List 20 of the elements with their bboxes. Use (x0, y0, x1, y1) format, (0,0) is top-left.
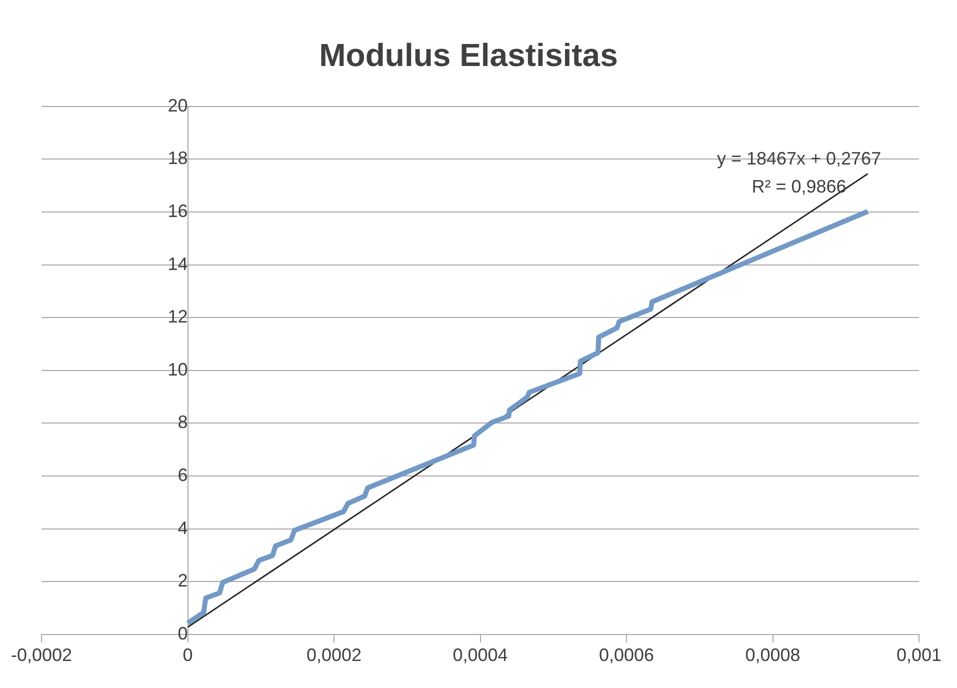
annotation: y = 18467x + 0,2767 (716, 148, 882, 168)
annotation: R² = 0,9866 (752, 176, 846, 196)
y-tick-label: 18 (168, 148, 188, 168)
x-tick-label: 0,0004 (452, 645, 508, 666)
y-tick-label: 14 (168, 254, 188, 274)
x-tick-label: 0,0002 (306, 645, 362, 666)
x-tick-label: 0,0006 (598, 645, 654, 666)
y-tick-label: 10 (168, 359, 188, 380)
y-tick-label: 8 (178, 412, 188, 432)
y-tick-label: 4 (178, 518, 188, 538)
y-tick-label: 16 (168, 200, 188, 221)
y-tick-label: 6 (178, 464, 188, 485)
y-tick-label: 2 (178, 570, 188, 591)
y-tick-label: 12 (168, 306, 188, 327)
x-tick-label: 0,0008 (745, 645, 800, 666)
y-tick-label: 20 (168, 95, 188, 116)
chart-title: Modulus Elastisitas (319, 37, 618, 74)
x-tick-label: -0,0002 (10, 645, 72, 666)
y-tick-label: 0 (178, 623, 188, 644)
x-tick-label: 0,001 (896, 645, 942, 666)
